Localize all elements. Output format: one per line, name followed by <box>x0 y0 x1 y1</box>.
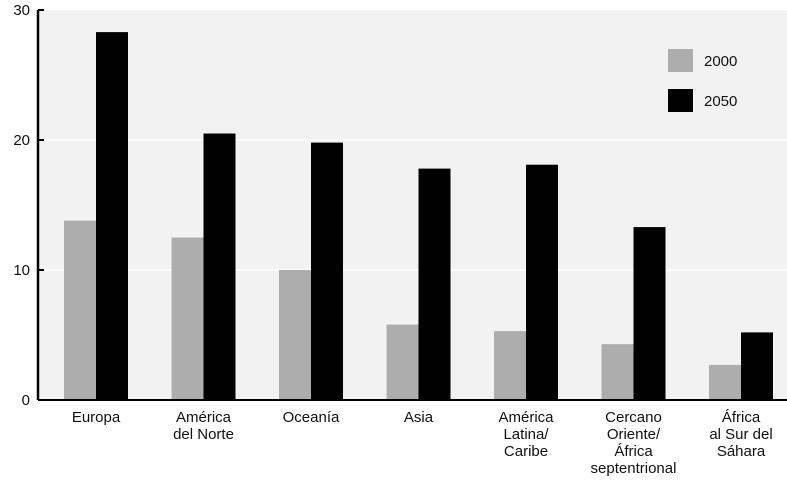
bar-2050 <box>311 142 343 400</box>
bar-2000 <box>386 324 419 400</box>
x-tick-label: África al Sur del Sáhara <box>709 409 772 460</box>
y-tick-label: 0 <box>22 392 30 409</box>
x-tick-label: América del Norte <box>173 409 234 443</box>
bar-2000 <box>64 220 96 400</box>
bar-2050 <box>203 133 236 400</box>
x-tick-label-line: Oriente/ <box>607 426 661 443</box>
y-tick-label: 20 <box>13 132 30 149</box>
x-tick-label: América Latina/Caribe <box>498 409 554 460</box>
x-tick-label: Europa <box>72 409 121 426</box>
y-axis-ticks: 0 10 20 30 <box>13 2 44 409</box>
x-tick-label-line: Europa <box>72 409 121 426</box>
x-tick-label-line: septentrional <box>591 460 677 477</box>
x-tick-label-line: Latina/ <box>503 426 549 443</box>
x-tick-label-line: al Sur del <box>709 426 772 443</box>
x-tick-label-line: África <box>722 409 761 426</box>
x-tick-label-line: Caribe <box>504 443 548 460</box>
bar-2000 <box>709 364 741 400</box>
x-tick-label-line: África <box>614 443 653 460</box>
bars <box>64 32 773 400</box>
bar-2050 <box>741 332 773 400</box>
x-tick-label: Oceanía <box>283 409 340 426</box>
bar-2000 <box>171 237 204 400</box>
legend-swatch <box>668 49 693 72</box>
x-tick-label-line: Sáhara <box>717 443 766 460</box>
y-tick-label: 30 <box>13 2 30 19</box>
legend-swatch <box>668 89 693 112</box>
x-tick-label-line: Oceanía <box>283 409 340 426</box>
bar-2000 <box>494 331 526 400</box>
bar-2050 <box>96 32 128 400</box>
x-tick-label-line: Cercano <box>605 409 662 426</box>
x-tick-label: Cercano Oriente/África septentrional <box>591 409 677 477</box>
legend-label: 2000 <box>704 53 737 70</box>
bar-2050 <box>418 168 451 400</box>
x-tick-label: Asia <box>404 409 434 426</box>
legend-label: 2050 <box>704 93 737 110</box>
x-tick-label-line: América <box>176 409 232 426</box>
x-tick-label-line: del Norte <box>173 426 234 443</box>
legend: 2000 2050 <box>668 49 737 112</box>
y-tick-label: 10 <box>13 262 30 279</box>
bar-2050 <box>633 227 666 400</box>
bar-2000 <box>601 344 634 400</box>
bar-2050 <box>526 164 558 400</box>
x-tick-label-line: Asia <box>404 409 434 426</box>
x-tick-label-line: América <box>498 409 554 426</box>
bar-2000 <box>279 270 311 400</box>
